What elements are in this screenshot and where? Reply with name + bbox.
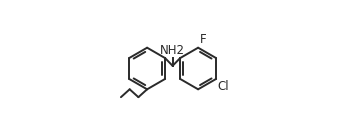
Text: Cl: Cl [217,80,229,93]
Text: F: F [199,33,206,46]
Text: NH2: NH2 [159,44,184,57]
